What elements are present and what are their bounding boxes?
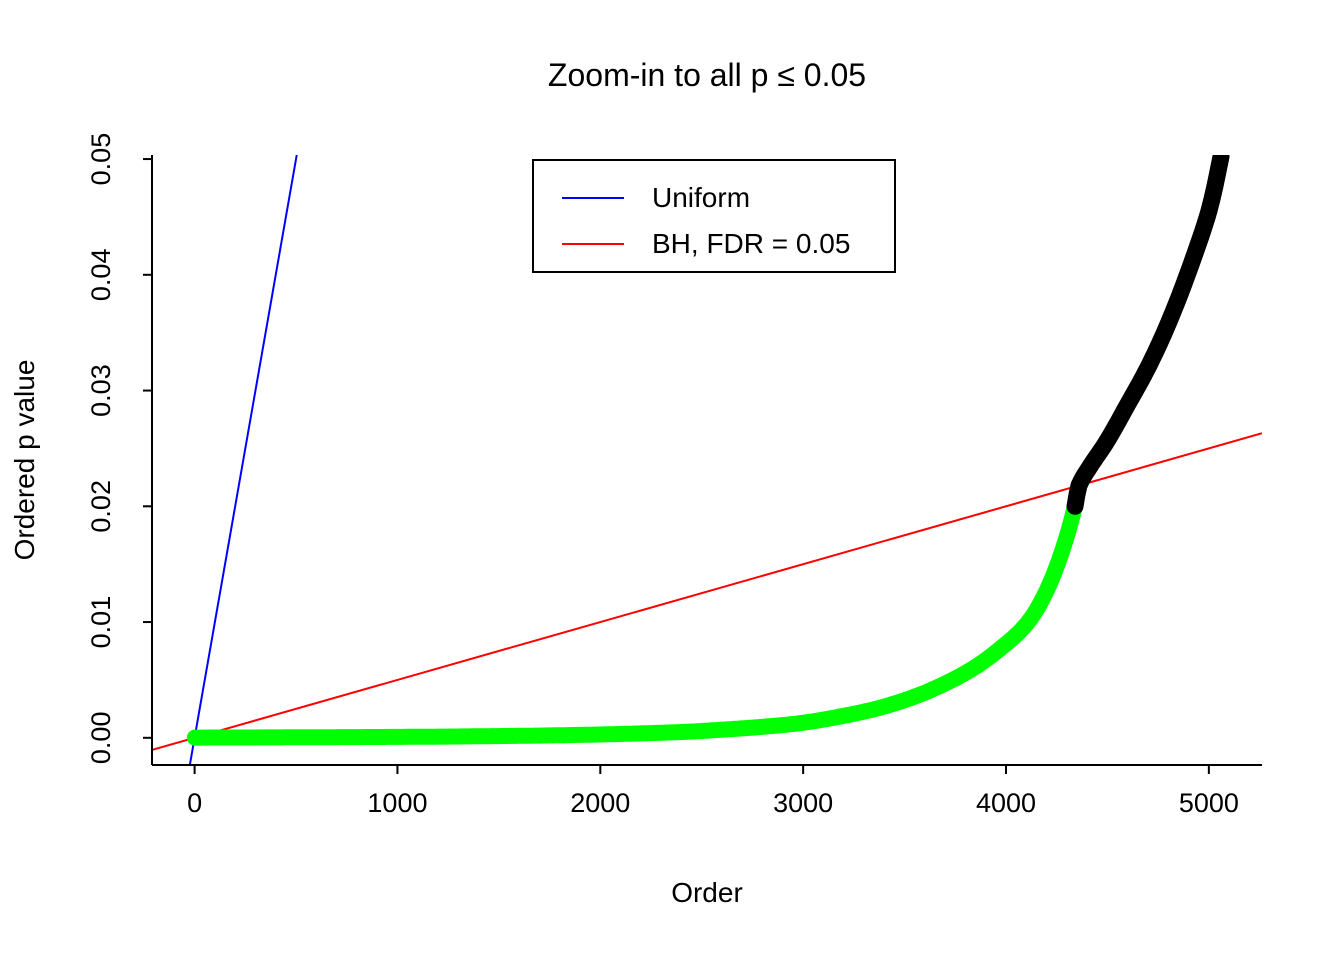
x-tick-label: 2000 — [570, 788, 630, 818]
x-tick-label: 3000 — [773, 788, 833, 818]
x-tick-label: 4000 — [976, 788, 1036, 818]
legend-uniform-label: Uniform — [652, 182, 750, 213]
y-tick-label: 0.01 — [86, 596, 116, 649]
bh-reference-line — [152, 432, 1262, 751]
x-tick-label: 5000 — [1179, 788, 1239, 818]
y-axis-label: Ordered p value — [9, 360, 40, 561]
legend-bh-label: BH, FDR = 0.05 — [652, 228, 850, 259]
nonsignificant-points-curve — [1066, 155, 1230, 515]
y-tick-label: 0.02 — [86, 480, 116, 533]
y-tick-label: 0.04 — [86, 249, 116, 302]
y-tick-label: 0.05 — [86, 133, 116, 186]
y-tick-label: 0.00 — [86, 712, 116, 765]
x-tick-label: 1000 — [367, 788, 427, 818]
y-tick-label: 0.03 — [86, 364, 116, 417]
x-tick-label: 0 — [187, 788, 202, 818]
legend: Uniform BH, FDR = 0.05 — [532, 159, 896, 273]
plot-generated-content: 0 1000 2000 3000 4000 5000 0.00 0.01 0.02 0.03 0.0… — [86, 133, 1262, 818]
legend-box — [532, 159, 896, 273]
significant-points-curve — [186, 477, 1087, 746]
chart-title: Zoom-in to all p ≤ 0.05 — [548, 57, 866, 93]
x-axis-label: Order — [671, 877, 743, 908]
